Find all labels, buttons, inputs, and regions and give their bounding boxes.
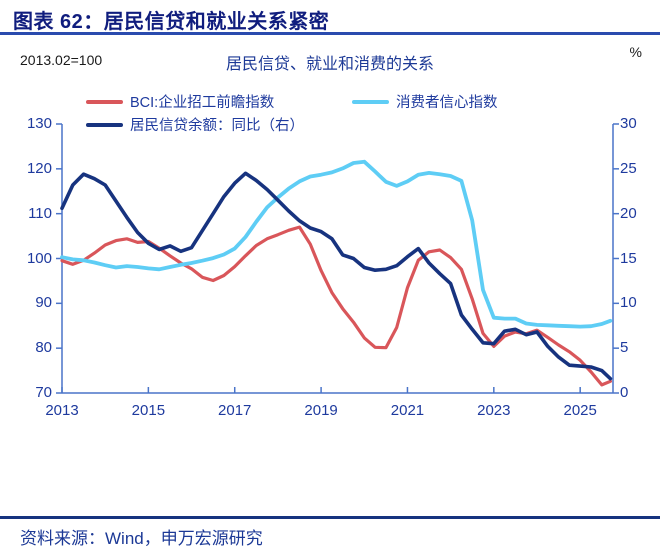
x-tick-label-2025: 2025 <box>563 402 597 419</box>
source-note: 资料来源：Wind，申万宏源研究 <box>20 529 263 548</box>
footer-divider <box>0 516 660 519</box>
x-tick-label-2013: 2013 <box>45 402 79 419</box>
title-divider <box>0 32 660 35</box>
y-right-tick-label-0: 0 <box>620 384 629 401</box>
y-left-tick-label-70: 70 <box>35 384 52 401</box>
legend-swatch-consumer-confidence <box>352 99 389 104</box>
y-right-tick-label-10: 10 <box>620 294 637 312</box>
legend-item-consumer-confidence: 消费者信心指数 <box>352 93 498 111</box>
right-axis-unit: % <box>629 44 642 60</box>
x-tick-label-2023: 2023 <box>477 402 511 419</box>
x-tick-label-2021: 2021 <box>390 402 425 419</box>
y-left-tick-label-120: 120 <box>26 159 52 177</box>
legend-swatch-bci <box>86 99 123 104</box>
y-right-tick-label-15: 15 <box>620 249 637 267</box>
legend-label-household-credit: 居民信贷余额：同比（右） <box>130 118 304 134</box>
y-right-tick-label-25: 25 <box>620 159 637 177</box>
y-right-tick-label-30: 30 <box>620 115 637 132</box>
legend-item-bci: BCI:企业招工前瞻指数 <box>86 93 275 111</box>
chart-title: 居民信贷、就业和消费的关系 <box>225 56 434 73</box>
x-tick-label-2015: 2015 <box>131 402 166 419</box>
y-left-tick-label-100: 100 <box>26 249 52 267</box>
legend-label-consumer-confidence: 消费者信心指数 <box>396 95 498 111</box>
y-right-tick-label-5: 5 <box>620 339 629 357</box>
y-left-tick-label-110: 110 <box>28 204 52 222</box>
y-left-tick-label-80: 80 <box>35 339 52 357</box>
series-line-1 <box>60 159 613 329</box>
legend-item-household-credit: 居民信贷余额：同比（右） <box>86 116 304 134</box>
series-line-0 <box>60 225 613 387</box>
x-tick-label-2019: 2019 <box>304 402 338 419</box>
legend-label-bci: BCI:企业招工前瞻指数 <box>130 95 275 111</box>
legend-swatch-household-credit <box>86 122 123 127</box>
y-left-tick-label-130: 130 <box>26 115 52 132</box>
left-axis-unit: 2013.02=100 <box>20 52 103 68</box>
y-left-tick-label-90: 90 <box>35 294 52 312</box>
x-tick-label-2017: 2017 <box>218 402 252 419</box>
figure-title: 图表 62：居民信贷和就业关系紧密 <box>13 11 330 33</box>
series-line-2 <box>60 171 613 381</box>
y-right-tick-label-20: 20 <box>620 204 637 222</box>
